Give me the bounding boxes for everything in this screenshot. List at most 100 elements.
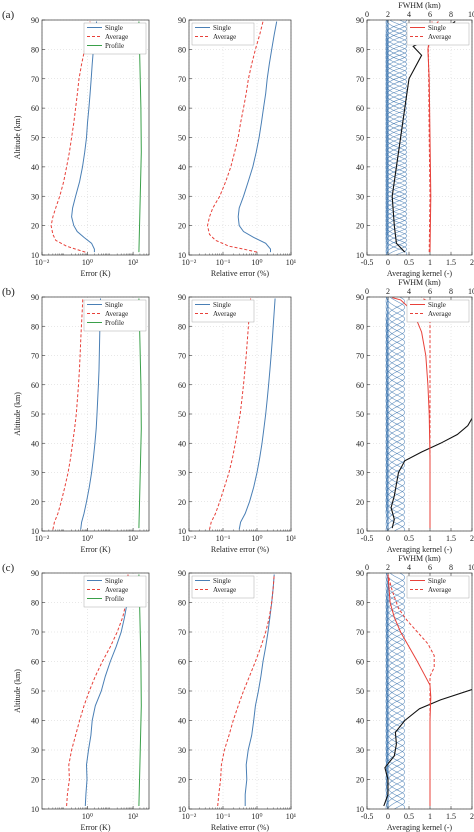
y-tick-label: 40 — [31, 439, 39, 448]
y-tick-label: 70 — [356, 75, 364, 84]
top-tick-label: 6 — [428, 563, 432, 572]
fwhm-line — [390, 418, 472, 529]
top-tick-label: 8 — [449, 563, 453, 572]
x-tick-label: 10⁻² — [35, 534, 50, 543]
top-tick-label: 6 — [428, 287, 432, 296]
x-tick-label: 10⁻² — [182, 812, 197, 821]
chart-panel: 10 20 30 40 50 60 70 80 90 10⁰ 10² Error (K) Altitud… — [13, 569, 150, 832]
chart-panel: 10 20 30 40 50 60 70 80 90 10⁻² 10⁻¹ 10⁰ 10¹ Relative… — [178, 16, 297, 278]
y-tick-label: 60 — [356, 658, 364, 667]
x-tick-label: 10⁰ — [251, 258, 262, 267]
y-tick-label: 60 — [31, 104, 39, 113]
series-line-profile — [138, 298, 142, 529]
y-tick-label: 30 — [356, 469, 364, 478]
legend-label: Average — [105, 33, 128, 41]
legend-label: Single — [105, 577, 123, 585]
chart-panel: 0 2 4 6 8 10 FWHM (km) 10 20 30 40 50 60 70 80 90 -0.5 0 0… — [356, 278, 474, 554]
x-tick-label: 10⁻² — [182, 258, 197, 267]
series-line-single — [84, 574, 129, 807]
top-tick-label: 4 — [407, 287, 411, 296]
x-tick-label: 2 — [470, 812, 474, 821]
legend-label: Average — [105, 310, 128, 318]
top-axis-label: FWHM (km) — [398, 1, 441, 10]
series-line-single — [387, 574, 432, 806]
x-tick-label: 10⁰ — [82, 534, 93, 543]
y-tick-label: 40 — [31, 717, 39, 726]
x-tick-label: 1.5 — [446, 534, 456, 543]
chart-panel: 0 2 4 6 8 10 FWHM (km) 10 20 30 40 50 60 70 80 90 -0.5 0 0… — [356, 554, 474, 832]
legend-label: Single — [428, 301, 446, 309]
series-line-single — [237, 21, 278, 253]
x-tick-label: 10⁻¹ — [216, 258, 231, 267]
y-tick-label: 70 — [178, 352, 186, 361]
legend-label: Single — [428, 24, 446, 32]
y-tick-label: 10 — [31, 805, 39, 814]
y-tick-label: 30 — [178, 192, 186, 201]
series-line-average — [66, 574, 129, 807]
x-axis-label: Averaging kernel (-) — [387, 545, 452, 554]
fwhm-line — [383, 688, 472, 807]
x-tick-label: 1.5 — [446, 812, 456, 821]
y-tick-label: 40 — [178, 163, 186, 172]
x-tick-label: 1 — [428, 258, 432, 267]
y-tick-label: 30 — [178, 746, 186, 755]
y-tick-label: 10 — [178, 805, 186, 814]
y-tick-label: 80 — [31, 599, 39, 608]
legend-label: Average — [105, 586, 128, 594]
legend-box — [191, 575, 255, 599]
y-tick-label: 50 — [356, 410, 364, 419]
y-tick-label: 10 — [178, 527, 186, 536]
y-tick-label: 10 — [31, 251, 39, 260]
top-tick-label: 10 — [468, 563, 474, 572]
x-tick-label: -0.5 — [361, 258, 374, 267]
y-axis-label: Altitude (km) — [13, 115, 22, 159]
x-tick-label: 10⁻¹ — [216, 534, 231, 543]
panel-label: (a) — [2, 9, 15, 21]
y-tick-label: 80 — [178, 45, 186, 54]
y-tick-label: 50 — [178, 410, 186, 419]
panel-label: (c) — [2, 562, 15, 574]
y-tick-label: 60 — [178, 104, 186, 113]
y-tick-label: 10 — [356, 527, 364, 536]
y-tick-label: 20 — [356, 776, 364, 785]
legend-label: Average — [428, 586, 451, 594]
legend-label: Average — [213, 33, 236, 41]
x-tick-label: 0 — [386, 534, 390, 543]
kernel-group — [385, 20, 408, 255]
x-tick-label: 10⁰ — [82, 258, 93, 267]
top-axis-label: FWHM (km) — [398, 278, 441, 287]
series-line-average — [52, 298, 84, 530]
series-line-average — [217, 574, 275, 807]
legend-box — [191, 22, 255, 46]
x-tick-label: 0.5 — [404, 534, 414, 543]
y-tick-label: 90 — [178, 293, 186, 302]
legend-label: Profile — [105, 595, 124, 603]
legend-box — [191, 299, 255, 323]
averaging-kernel-line — [385, 573, 406, 809]
top-tick-label: 0 — [365, 287, 369, 296]
series-line-average — [209, 298, 252, 530]
kernel-group — [385, 297, 406, 531]
y-tick-label: 30 — [31, 192, 39, 201]
legend-box — [83, 22, 147, 55]
series-line-single — [392, 297, 431, 529]
x-tick-label: 10⁻² — [182, 534, 197, 543]
x-tick-label: 2 — [470, 534, 474, 543]
y-tick-label: 70 — [356, 352, 364, 361]
y-tick-label: 20 — [31, 222, 39, 231]
legend-label: Average — [213, 310, 236, 318]
averaging-kernel-line — [385, 20, 408, 255]
x-tick-label: 10⁰ — [82, 812, 93, 821]
y-tick-label: 80 — [31, 45, 39, 54]
legend-box — [83, 299, 147, 332]
y-tick-label: 30 — [356, 746, 364, 755]
legend-label: Single — [213, 24, 231, 32]
y-tick-label: 20 — [31, 776, 39, 785]
top-tick-label: 2 — [386, 287, 390, 296]
x-tick-label: 1 — [428, 812, 432, 821]
y-tick-label: 90 — [31, 293, 39, 302]
y-tick-label: 90 — [31, 569, 39, 578]
y-tick-label: 80 — [356, 45, 364, 54]
x-tick-label: 10² — [128, 534, 139, 543]
x-tick-label: -0.5 — [361, 812, 374, 821]
